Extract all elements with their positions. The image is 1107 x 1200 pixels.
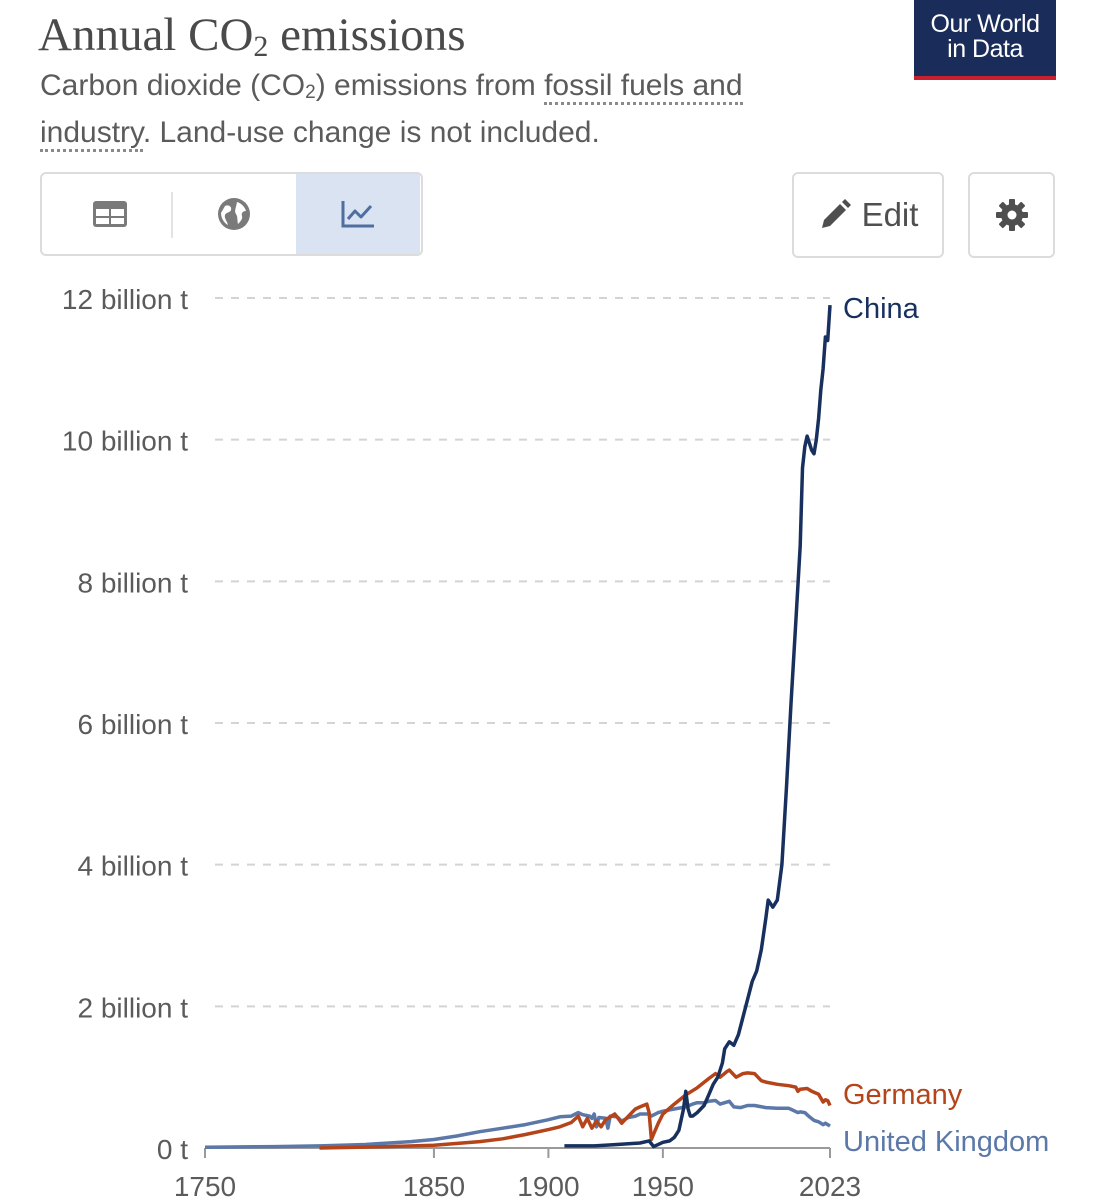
y-tick-label: 10 billion t: [62, 426, 188, 457]
subtitle-text-mid: ) emissions from: [315, 69, 545, 102]
y-tick-label: 12 billion t: [62, 284, 188, 315]
gear-icon: [995, 199, 1028, 231]
x-tick-label: 1750: [174, 1171, 236, 1200]
y-tick-label: 6 billion t: [77, 709, 188, 740]
pencil-icon: [821, 199, 851, 228]
settings-button[interactable]: [968, 172, 1055, 258]
y-tick-label: 8 billion t: [77, 567, 188, 598]
subtitle-text: Carbon dioxide (CO: [40, 69, 306, 102]
table-icon: [93, 201, 127, 227]
subtitle-text-end: . Land-use change is not included.: [142, 116, 600, 149]
series-line-uk[interactable]: [204, 1098, 831, 1150]
chart-subtitle: Carbon dioxide (CO2) emissions from foss…: [40, 66, 820, 153]
line-chart-icon: [341, 201, 374, 228]
tab-separator: [171, 192, 173, 238]
series-label-china[interactable]: China: [843, 293, 920, 325]
edit-button-label: Edit: [861, 196, 919, 233]
edit-button[interactable]: Edit: [792, 172, 944, 258]
our-world-in-data-logo[interactable]: Our World in Data: [914, 0, 1056, 80]
chart-title: Annual CO2 emissions: [38, 8, 466, 64]
y-tick-label: 4 billion t: [77, 851, 188, 882]
tab-map[interactable]: [172, 174, 296, 254]
logo-line1: Our World: [930, 10, 1040, 38]
logo-line2: in Data: [947, 35, 1023, 63]
y-axis-tick-labels: 0 t 2 billion t 4 billion t 6 billion t 8 bi…: [62, 284, 188, 1165]
subtitle-subscript: 2: [305, 82, 316, 103]
tab-table[interactable]: [48, 174, 172, 254]
y-tick-label: 2 billion t: [77, 992, 188, 1023]
series-label-uk[interactable]: United Kingdom: [843, 1126, 1049, 1158]
series-lines: [204, 304, 832, 1150]
series-line-china[interactable]: [564, 304, 832, 1149]
globe-icon: [218, 198, 250, 230]
title-subscript: 2: [253, 30, 269, 63]
series-label-germany[interactable]: Germany: [843, 1079, 963, 1111]
title-text: Annual CO: [38, 9, 254, 61]
x-tick-label: 1850: [403, 1171, 465, 1200]
tab-chart[interactable]: [296, 174, 420, 254]
x-tick-label: 1900: [517, 1171, 579, 1200]
y-tick-label: 0 t: [157, 1134, 188, 1165]
x-tick-label: 2023: [799, 1171, 861, 1200]
view-tabs: [40, 172, 423, 256]
series-line-germany[interactable]: [319, 1068, 832, 1150]
x-tick-label: 1950: [632, 1171, 694, 1200]
x-axis: 1750 1850 1900 1950 2023: [174, 1147, 861, 1200]
series-labels: China Germany United Kingdom: [843, 293, 1049, 1158]
fossil-fuels-definition-link[interactable]: fossil fuels and industry: [40, 69, 743, 152]
grid-lines: [215, 297, 830, 1008]
logo-accent-bar: [914, 76, 1056, 80]
title-text-end: emissions: [268, 9, 466, 61]
